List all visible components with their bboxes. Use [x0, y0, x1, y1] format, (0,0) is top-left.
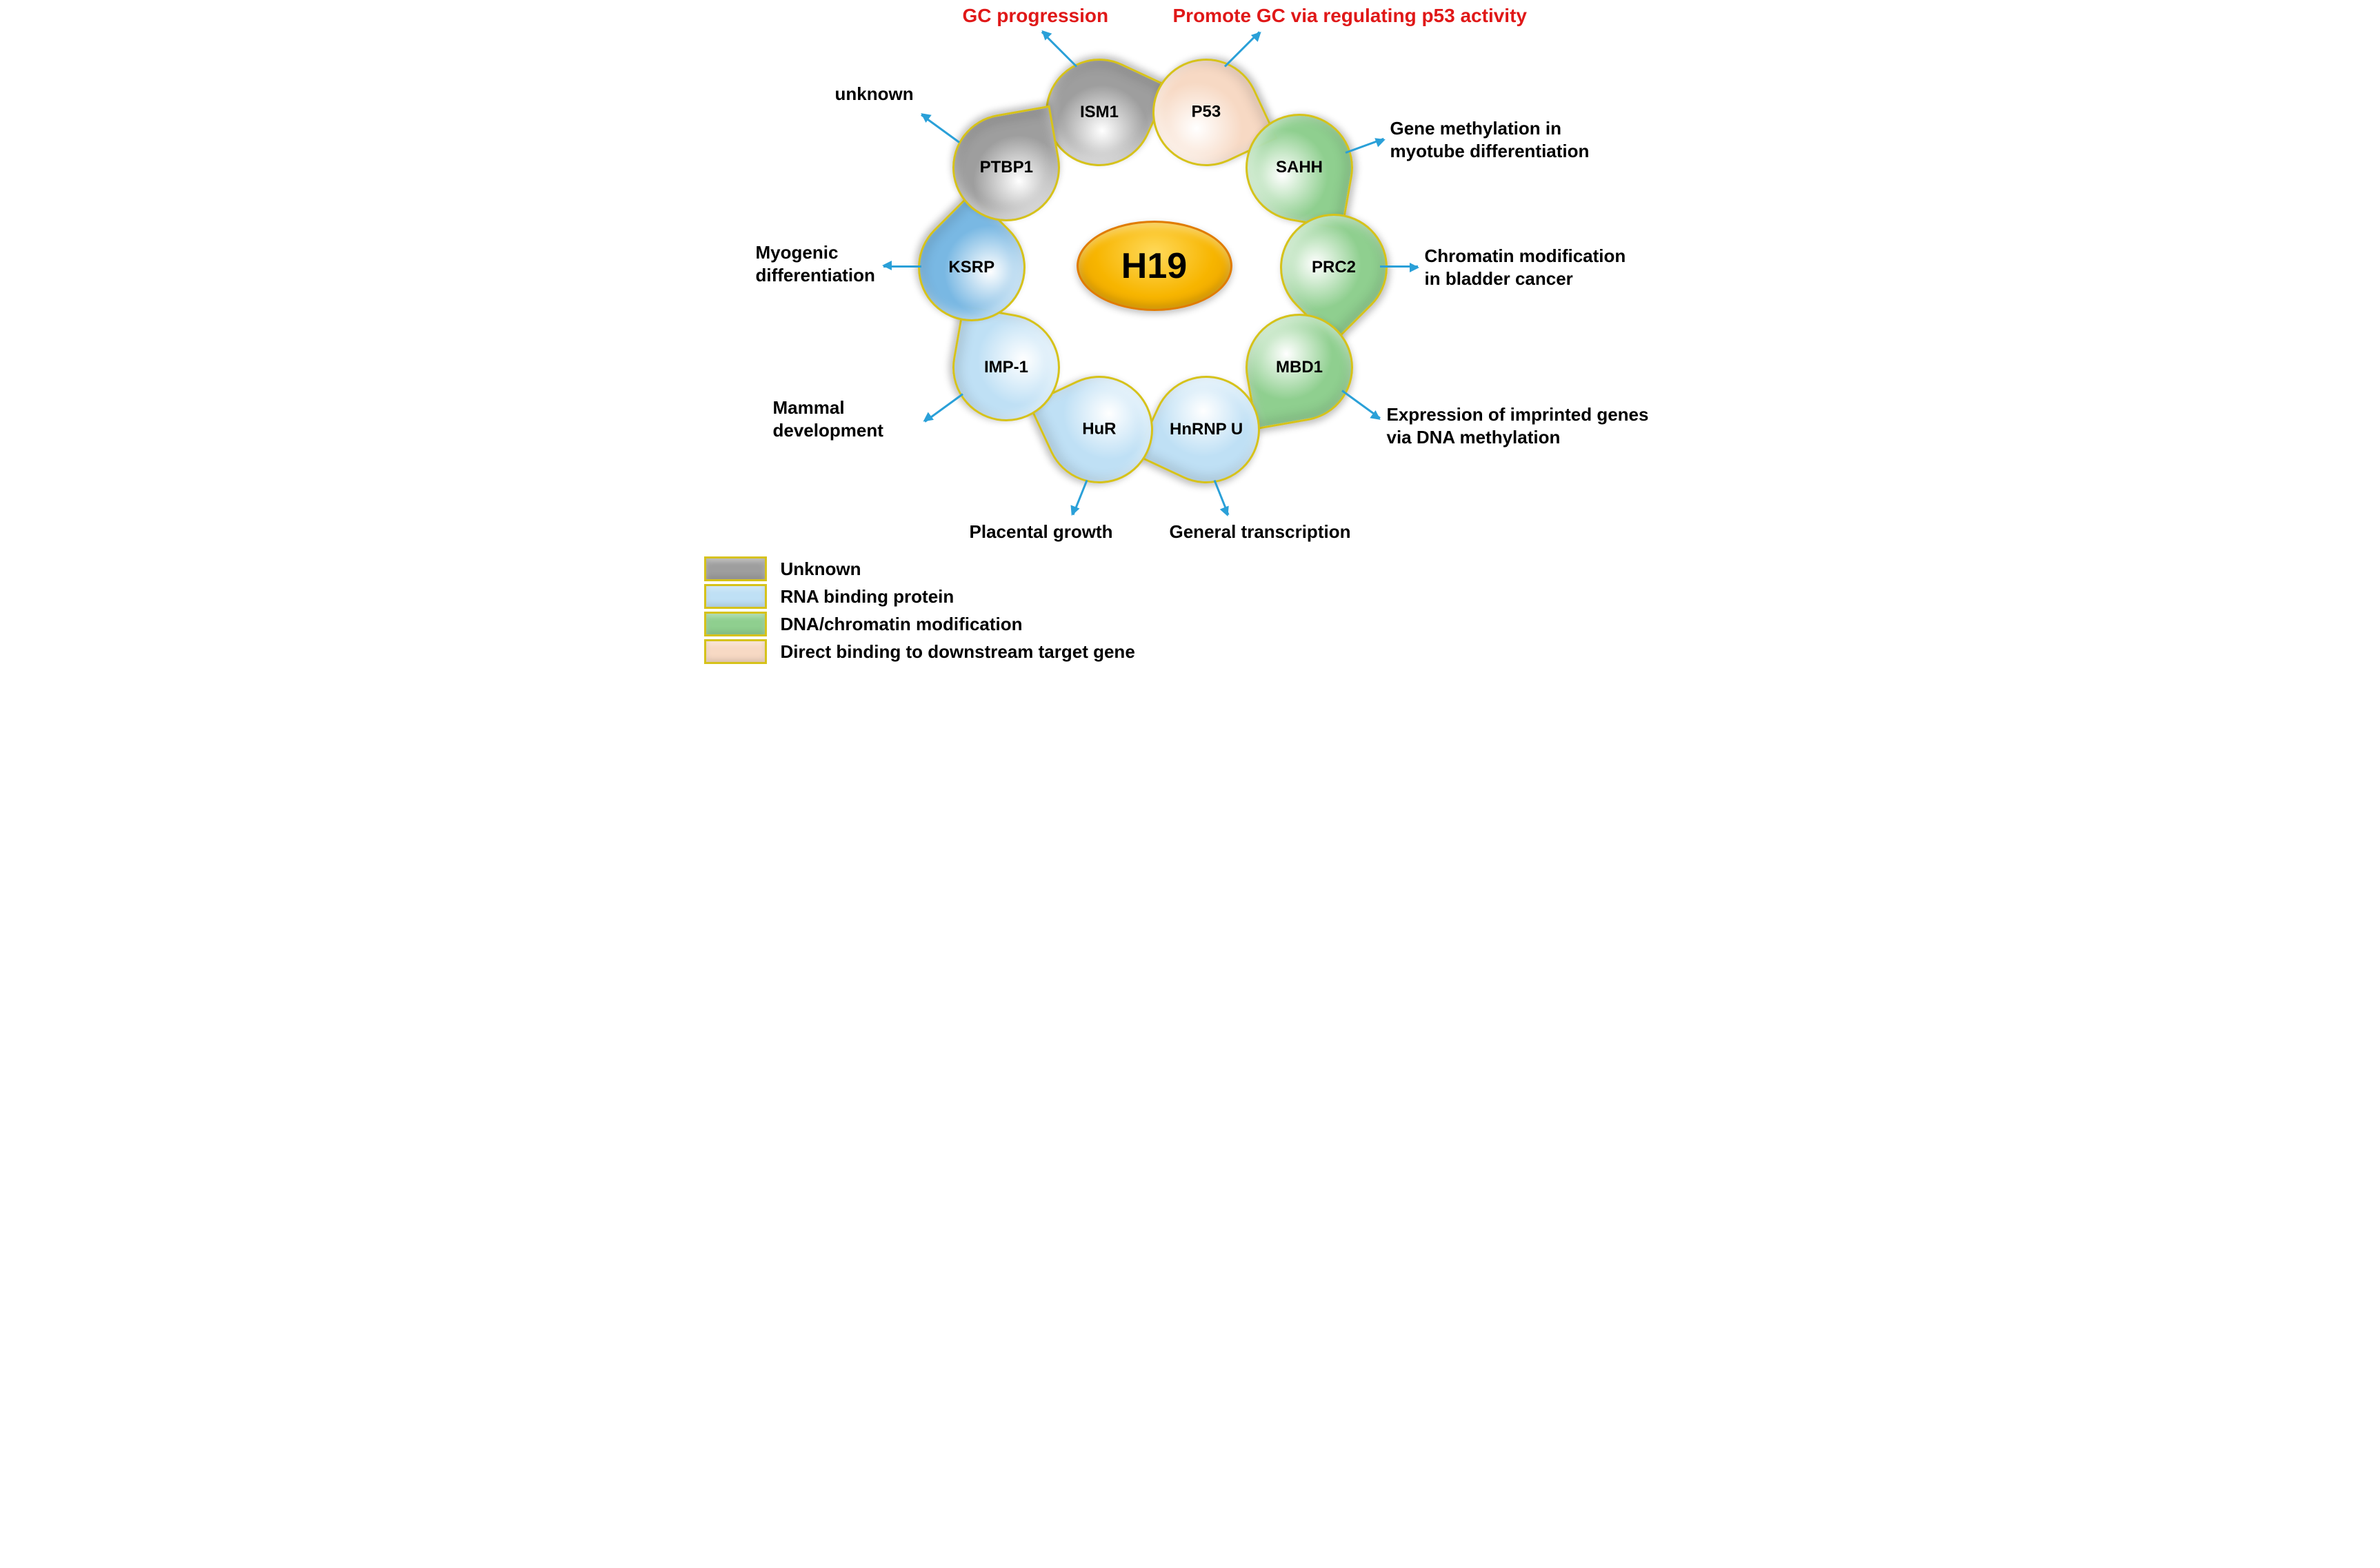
annotation-a_ism1: GC progression — [963, 3, 1109, 28]
legend-label: Unknown — [781, 559, 861, 580]
petal-hur: HuR — [1046, 376, 1149, 479]
legend-label: RNA binding protein — [781, 586, 954, 607]
petal-label-ksrp: KSRP — [948, 258, 994, 277]
annotation-a_p53: Promote GC via regulating p53 activity — [1173, 3, 1527, 28]
legend-label: DNA/chromatin modification — [781, 614, 1023, 635]
annotation-a_imp1: Mammal development — [773, 396, 883, 441]
legend-row-2: DNA/chromatin modification — [704, 610, 1135, 638]
legend-swatch — [704, 556, 767, 581]
petal-mbd1: MBD1 — [1246, 314, 1349, 417]
petal-ism1: ISM1 — [1046, 59, 1149, 162]
legend-row-3: Direct binding to downstream target gene — [704, 638, 1135, 665]
legend-label: Direct binding to downstream target gene — [781, 641, 1135, 663]
petal-label-prc2: PRC2 — [1311, 258, 1355, 277]
petal-label-ism1: ISM1 — [1079, 103, 1118, 122]
annotation-a_ptbp1: unknown — [835, 83, 914, 105]
center-label: H19 — [1121, 245, 1187, 287]
petal-label-imp1: IMP-1 — [983, 358, 1028, 377]
diagram-stage: H19 Unknown RNA binding protein DNA/chroma… — [690, 0, 1690, 676]
petal-imp1: IMP-1 — [952, 314, 1056, 417]
annotation-a_hnrnpu: General transcription — [1170, 521, 1351, 543]
arrow-3 — [1380, 265, 1418, 268]
petal-ksrp: KSRP — [918, 214, 1021, 317]
annotation-a_ksrp: Myogenic differentiation — [756, 241, 875, 286]
petal-p53: P53 — [1152, 59, 1256, 162]
legend-row-0: Unknown — [704, 555, 1135, 583]
annotation-a_prc2: Chromatin modification in bladder cancer — [1425, 245, 1626, 290]
arrow-5 — [1213, 480, 1229, 515]
petal-shape: SAHH — [1237, 105, 1361, 230]
annotation-a_hur: Placental growth — [970, 521, 1113, 543]
annotation-a_sahh: Gene methylation in myotube differentiat… — [1390, 117, 1590, 162]
petal-label-hur: HuR — [1082, 420, 1116, 439]
petal-shape: PTBP1 — [943, 105, 1068, 230]
petal-prc2: PRC2 — [1280, 214, 1383, 317]
arrow-6 — [1072, 480, 1088, 515]
arrow-8 — [883, 265, 921, 268]
center-node-h19: H19 — [1077, 221, 1232, 311]
petal-label-mbd1: MBD1 — [1275, 358, 1322, 377]
petal-ptbp1: PTBP1 — [952, 114, 1056, 217]
legend-swatch — [704, 612, 767, 636]
petal-label-sahh: SAHH — [1275, 158, 1322, 177]
legend: Unknown RNA binding protein DNA/chromatin … — [704, 555, 1135, 665]
petal-label-p53: P53 — [1191, 103, 1221, 122]
petal-sahh: SAHH — [1246, 114, 1349, 217]
legend-swatch — [704, 639, 767, 664]
petal-label-hnrnpu: HnRNP U — [1169, 420, 1242, 439]
petal-label-ptbp1: PTBP1 — [979, 158, 1032, 177]
petal-shape: IMP-1 — [943, 305, 1068, 430]
legend-swatch — [704, 584, 767, 609]
arrow-2 — [1345, 138, 1383, 154]
petal-hnrnpu: HnRNP U — [1152, 376, 1256, 479]
annotation-a_mbd1: Expression of imprinted genes via DNA me… — [1387, 403, 1649, 448]
legend-row-1: RNA binding protein — [704, 583, 1135, 610]
